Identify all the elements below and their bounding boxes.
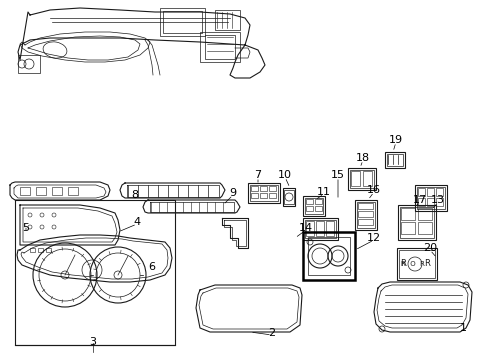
Text: 8: 8	[131, 190, 138, 200]
Bar	[426, 188, 433, 196]
Text: 20: 20	[422, 243, 436, 253]
Text: 14: 14	[298, 223, 312, 233]
Bar	[417, 198, 424, 206]
Text: 10: 10	[278, 170, 291, 180]
Bar	[20, 187, 30, 195]
Bar	[396, 248, 436, 280]
Bar	[204, 35, 235, 59]
Text: 11: 11	[316, 187, 330, 197]
Bar	[305, 220, 335, 238]
Bar	[30, 248, 35, 252]
Bar	[160, 8, 204, 36]
Text: R: R	[399, 260, 405, 269]
Bar	[268, 186, 275, 191]
Text: 3: 3	[89, 337, 96, 347]
Bar	[399, 207, 433, 238]
Bar	[435, 198, 442, 206]
Bar	[215, 10, 240, 30]
Bar	[435, 188, 442, 196]
Bar	[314, 199, 321, 204]
Bar	[416, 187, 444, 209]
Bar	[357, 203, 372, 209]
Bar	[38, 248, 43, 252]
Bar	[347, 168, 375, 190]
Text: 16: 16	[366, 185, 380, 195]
Text: 6: 6	[148, 262, 155, 272]
Bar	[46, 248, 51, 252]
Bar	[283, 188, 294, 206]
Bar	[163, 11, 202, 33]
Text: 9: 9	[229, 188, 236, 198]
Bar	[384, 152, 404, 168]
Bar	[426, 198, 433, 206]
Bar	[414, 185, 446, 211]
Bar	[417, 188, 424, 196]
Bar	[284, 190, 293, 204]
Text: 5: 5	[22, 223, 29, 233]
Bar	[200, 32, 240, 62]
Bar	[52, 187, 62, 195]
Bar	[349, 170, 373, 188]
Text: 7: 7	[254, 170, 261, 180]
Bar	[303, 218, 337, 240]
Bar	[362, 171, 371, 186]
Bar	[305, 221, 313, 236]
Text: 4: 4	[133, 217, 140, 227]
Bar	[386, 154, 402, 166]
Bar	[307, 237, 349, 275]
Bar	[260, 193, 266, 198]
Text: 18: 18	[355, 153, 369, 163]
Bar	[305, 198, 323, 214]
Bar	[260, 186, 266, 191]
Bar	[250, 186, 258, 191]
Bar	[268, 193, 275, 198]
Bar	[18, 55, 40, 73]
Bar	[325, 221, 333, 236]
Bar	[357, 219, 372, 225]
Bar	[303, 232, 354, 280]
Bar	[247, 183, 280, 203]
Bar	[400, 222, 414, 234]
Bar	[357, 211, 372, 217]
Bar	[417, 222, 431, 234]
Bar	[249, 185, 278, 201]
Text: R: R	[423, 260, 429, 269]
Text: 17: 17	[412, 195, 426, 205]
Bar	[250, 193, 258, 198]
Bar	[400, 208, 414, 220]
Bar	[314, 206, 321, 211]
Bar	[68, 187, 78, 195]
Bar	[350, 171, 359, 186]
Text: 13: 13	[430, 195, 444, 205]
Bar	[305, 206, 312, 211]
Bar	[303, 196, 325, 216]
Text: 15: 15	[330, 170, 345, 180]
Text: 2: 2	[268, 328, 275, 338]
Bar	[398, 250, 434, 278]
Text: 19: 19	[388, 135, 402, 145]
Bar	[354, 200, 376, 230]
Text: 1: 1	[459, 323, 466, 333]
Text: R  O  R: R O R	[400, 261, 424, 267]
Bar	[305, 199, 312, 204]
Bar	[315, 221, 324, 236]
Text: 12: 12	[366, 233, 380, 243]
Bar	[36, 187, 46, 195]
Bar	[356, 202, 374, 228]
Bar	[417, 208, 431, 220]
Bar	[397, 205, 435, 240]
